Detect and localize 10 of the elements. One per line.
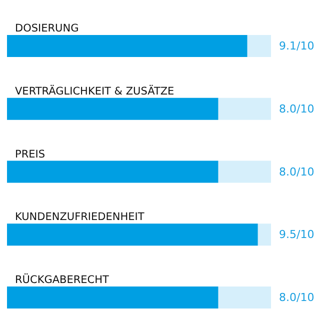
- y-tick-label: RÜCKGABERECHT: [15, 273, 110, 286]
- data-label: 9.5/10: [279, 228, 314, 242]
- data-label: 8.0/10: [279, 165, 314, 178]
- data-label: 8.0/10: [279, 291, 314, 304]
- y-tick-label: PREIS: [15, 148, 46, 160]
- data-label: 9.1/10: [279, 39, 314, 52]
- y-tick-label: KUNDENZUFRIEDENHEIT: [15, 211, 145, 224]
- y-tick-label: VERTRÄGLICHKEIT & ZUSÄTZE: [15, 84, 174, 98]
- data-label: 8.0/10: [279, 102, 314, 116]
- y-tick-label: DOSIERUNG: [15, 22, 79, 34]
